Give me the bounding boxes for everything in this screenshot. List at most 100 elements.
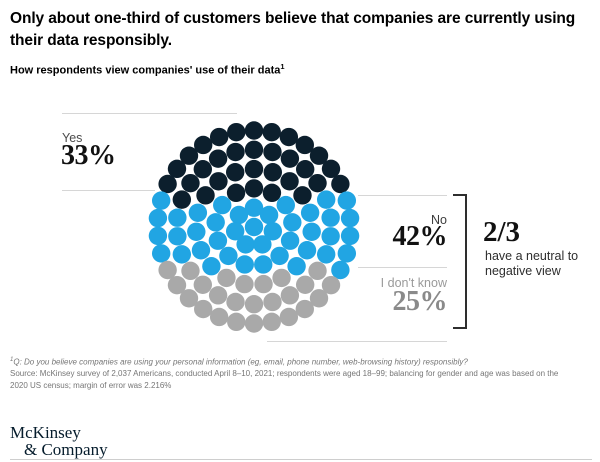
segment-value-no: 42% <box>392 221 448 252</box>
dot-no <box>148 226 168 246</box>
dot-no <box>213 195 232 215</box>
dot-i-don-t-know <box>295 275 315 294</box>
dot-no <box>263 222 283 241</box>
dot-i-don-t-know <box>179 289 199 308</box>
dot-yes <box>321 159 341 179</box>
divider-no-top <box>358 195 447 196</box>
subtitle-superscript: 1 <box>280 62 285 71</box>
dot-no <box>188 203 208 222</box>
dot-yes <box>181 173 200 193</box>
dot-yes <box>244 121 264 140</box>
dot-i-don-t-know <box>272 268 291 288</box>
dot-no <box>321 208 340 227</box>
dot-no <box>302 222 321 241</box>
dot-yes <box>263 142 282 162</box>
dot-i-don-t-know <box>227 312 246 332</box>
dot-no <box>316 245 336 264</box>
dot-yes <box>331 174 350 194</box>
dot-yes <box>193 160 213 179</box>
title-line-2: their data responsibly. <box>10 31 172 49</box>
dot-i-don-t-know <box>244 295 264 314</box>
footnote: 1Q: Do you believe companies are using y… <box>10 355 595 391</box>
annotation-line-2: negative view <box>485 264 561 278</box>
dot-yes <box>226 142 245 162</box>
dot-circle <box>148 121 360 333</box>
dot-i-don-t-know <box>158 260 177 280</box>
logo-line-1: McKinsey <box>10 423 81 442</box>
dot-yes <box>280 149 300 168</box>
dot-yes <box>172 190 192 209</box>
dot-no <box>280 231 300 250</box>
dot-i-don-t-know <box>208 286 228 305</box>
dot-yes <box>262 122 281 142</box>
segment-label-dontknow: I don't know <box>380 276 447 290</box>
dot-no <box>236 235 255 254</box>
dot-no <box>337 244 357 263</box>
dot-i-don-t-know <box>167 275 187 295</box>
dot-no <box>225 222 245 241</box>
dot-yes <box>208 149 228 168</box>
dot-no <box>259 205 279 225</box>
dot-no <box>187 222 206 241</box>
annotation-fraction: 2/3 <box>483 216 521 248</box>
footnote-source-line-2: 2020 US census; margin of error was 2.21… <box>10 380 172 390</box>
dot-i-don-t-know <box>295 299 314 319</box>
dot-yes <box>194 135 213 155</box>
footnote-question: 1Q: Do you believe companies are using y… <box>10 357 468 367</box>
dot-no <box>148 208 168 228</box>
dot-i-don-t-know <box>217 268 236 288</box>
dot-i-don-t-know <box>235 274 254 294</box>
dot-no <box>229 205 249 225</box>
exhibit-title: Only about one-third of customers believ… <box>10 8 592 51</box>
dot-yes <box>209 127 229 147</box>
dot-i-don-t-know <box>279 307 299 327</box>
dot-no <box>331 260 350 280</box>
dot-no <box>340 208 360 228</box>
dot-yes <box>244 159 264 179</box>
dot-no <box>244 217 264 237</box>
dot-no <box>270 246 289 266</box>
dot-yes <box>308 173 327 193</box>
segment-value-dontknow: 25% <box>392 286 448 317</box>
mckinsey-logo: McKinsey & Company <box>10 424 108 458</box>
segment-label-yes: Yes <box>62 131 83 145</box>
dot-yes <box>226 183 246 203</box>
dot-i-don-t-know <box>263 292 282 312</box>
dot-yes <box>295 135 314 155</box>
dot-yes <box>293 186 312 205</box>
dot-no <box>206 213 225 232</box>
divider-yes-bottom <box>62 190 155 191</box>
dot-no <box>283 213 302 232</box>
dot-no <box>202 257 221 276</box>
logo-line-2: & Company <box>24 440 108 459</box>
subtitle-text: How respondents view companies' use of t… <box>10 64 281 77</box>
dot-no <box>287 257 306 276</box>
dot-yes <box>227 122 246 142</box>
divider-dontknow-bottom <box>267 341 447 342</box>
dot-no <box>297 241 317 260</box>
dot-i-don-t-know <box>280 286 300 305</box>
dot-yes <box>226 163 245 182</box>
dot-i-don-t-know <box>254 274 273 294</box>
dot-yes <box>244 140 264 159</box>
dot-yes <box>179 146 199 165</box>
dot-no <box>172 245 192 264</box>
dot-i-don-t-know <box>309 289 329 308</box>
dot-i-don-t-know <box>209 307 229 327</box>
dot-yes <box>158 174 177 194</box>
dot-no <box>151 244 171 263</box>
dot-yes <box>167 159 187 179</box>
title-line-1: Only about one-third of customers believ… <box>10 10 576 27</box>
dot-no <box>337 191 357 210</box>
dot-no <box>276 195 295 215</box>
annotation-text: have a neutral to negative view <box>485 249 600 279</box>
dot-no <box>244 198 264 217</box>
dot-no <box>254 255 273 274</box>
dot-no <box>253 235 272 254</box>
dot-no <box>168 227 187 246</box>
dot-no <box>235 255 254 274</box>
dot-yes <box>309 146 329 165</box>
dot-i-don-t-know <box>181 261 200 281</box>
footnote-superscript: 1 <box>10 357 14 363</box>
